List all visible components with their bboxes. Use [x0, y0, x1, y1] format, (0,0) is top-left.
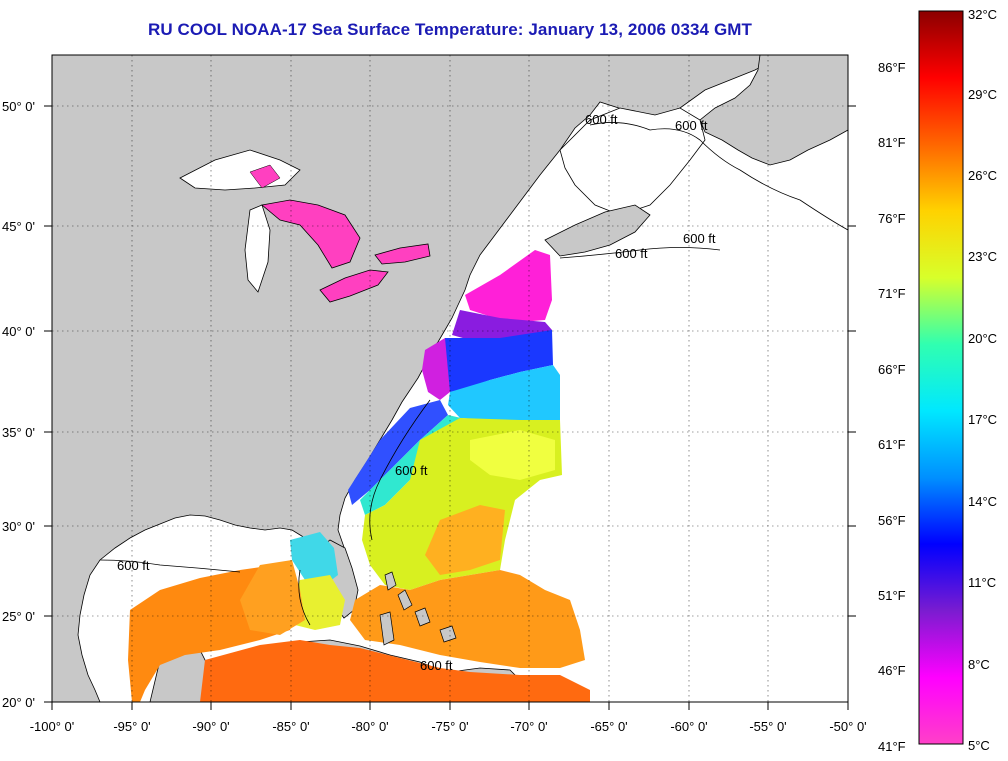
lon-axis: -100° 0' -95° 0' -90° 0' -85° 0' -80° 0'…	[30, 702, 867, 734]
lon-label: -95° 0'	[113, 719, 150, 734]
colorbar-c-label: 11°C	[968, 575, 996, 590]
land-nova-scotia	[544, 204, 651, 257]
svg-text:600 ft: 600 ft	[420, 658, 453, 673]
colorbar-f-label: 71°F	[878, 286, 906, 301]
land-north-america	[52, 55, 771, 702]
colorbar	[918, 10, 964, 745]
map-title: RU COOL NOAA-17 Sea Surface Temperature:…	[147, 20, 753, 39]
colorbar-c-label: 20°C	[968, 331, 997, 346]
colorbar-fahrenheit-labels: 86°F 81°F 76°F 71°F 66°F 61°F 56°F 51°F …	[878, 60, 906, 754]
colorbar-celsius-labels: 32°C 29°C 26°C 23°C 20°C 17°C 14°C 11°C …	[968, 7, 997, 753]
sst-caribbean	[200, 640, 590, 702]
sst-gulf-orange-east	[240, 560, 305, 635]
lat-axis: 50° 0' 45° 0' 40° 0' 35° 0' 30° 0' 25° 0…	[2, 99, 856, 710]
colorbar-f-label: 66°F	[878, 362, 906, 377]
svg-text:600 ft: 600 ft	[615, 246, 648, 261]
colorbar-c-label: 32°C	[968, 7, 997, 22]
sst-chesapeake	[422, 338, 450, 400]
colorbar-f-label: 46°F	[878, 663, 906, 678]
sst-bahamas-orange	[350, 570, 585, 668]
sst-yellow-patch	[470, 430, 555, 480]
lon-label: -90° 0'	[192, 719, 229, 734]
lake-ontario	[374, 243, 431, 265]
lon-label: -60° 0'	[670, 719, 707, 734]
lat-label: 25° 0'	[2, 609, 35, 624]
lat-label: 35° 0'	[2, 425, 35, 440]
lat-label: 30° 0'	[2, 519, 35, 534]
colorbar-c-label: 23°C	[968, 249, 997, 264]
sst-gulf-florida-west	[290, 532, 338, 585]
sst-swath	[128, 250, 590, 702]
lon-label: -85° 0'	[272, 719, 309, 734]
svg-text:600 ft: 600 ft	[585, 112, 618, 127]
lake-erie	[319, 269, 389, 303]
lake-superior-sst	[249, 164, 281, 189]
colorbar-f-label: 81°F	[878, 135, 906, 150]
colorbar-f-label: 51°F	[878, 588, 906, 603]
lake-huron	[261, 199, 361, 269]
colorbar-c-label: 17°C	[968, 412, 997, 427]
lat-label: 20° 0'	[2, 695, 35, 710]
colorbar-f-label: 86°F	[878, 60, 906, 75]
colorbar-c-label: 26°C	[968, 168, 997, 183]
colorbar-c-label: 14°C	[968, 494, 997, 509]
lat-label: 40° 0'	[2, 324, 35, 339]
lon-label: -70° 0'	[510, 719, 547, 734]
lon-label: -75° 0'	[431, 719, 468, 734]
svg-text:600 ft: 600 ft	[683, 231, 716, 246]
land-maritimes	[699, 55, 848, 166]
lat-label: 50° 0'	[2, 99, 35, 114]
colorbar-c-label: 5°C	[968, 738, 990, 753]
colorbar-c-label: 8°C	[968, 657, 990, 672]
bahamas-islands	[379, 571, 457, 646]
lon-label: -65° 0'	[590, 719, 627, 734]
svg-text:600 ft: 600 ft	[395, 463, 428, 478]
colorbar-f-label: 41°F	[878, 739, 906, 754]
isobath-600ft	[99, 122, 848, 626]
lake-michigan	[244, 204, 271, 293]
sst-mid-atlantic-blue	[440, 330, 553, 392]
colorbar-f-label: 56°F	[878, 513, 906, 528]
colorbar-f-label: 61°F	[878, 437, 906, 452]
lon-label: -50° 0'	[829, 719, 866, 734]
colorbar-f-label: 76°F	[878, 211, 906, 226]
lon-label: -100° 0'	[30, 719, 75, 734]
great-lakes	[179, 149, 431, 303]
isobath-labels: 600 ft 600 ft 600 ft 600 ft 600 ft 600 f…	[117, 112, 716, 673]
lon-label: -80° 0'	[351, 719, 388, 734]
sst-gulf-of-maine	[465, 250, 552, 322]
lat-label: 45° 0'	[2, 219, 35, 234]
sst-gulf-stream-upper	[448, 365, 560, 420]
sst-carolina-shelf	[348, 400, 448, 505]
svg-text:600 ft: 600 ft	[117, 558, 150, 573]
colorbar-c-label: 29°C	[968, 87, 997, 102]
sst-orange-mid	[425, 505, 505, 575]
svg-text:600 ft: 600 ft	[675, 118, 708, 133]
sst-nj-shelf	[452, 310, 552, 340]
gulf-st-lawrence-nodata	[559, 107, 706, 216]
lon-label: -55° 0'	[749, 719, 786, 734]
map-layers: 600 ft 600 ft 600 ft 600 ft 600 ft 600 f…	[52, 55, 848, 702]
